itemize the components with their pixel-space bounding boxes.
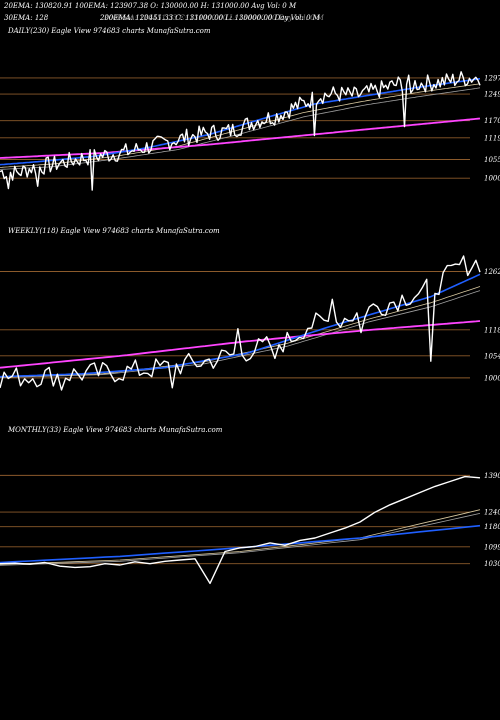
weekly-price-line <box>0 255 481 391</box>
daily-ema-long-line <box>0 117 481 159</box>
monthly-y-tick-label: 10300 <box>484 560 500 568</box>
monthly-y-tick-label: 12405 <box>484 509 500 517</box>
header-line-2c: 200EMA: 120451.33 C: 131000.00 L: 130000… <box>103 14 325 22</box>
monthly-price-line <box>0 475 481 585</box>
daily-y-tick-label: 11706 <box>484 117 500 125</box>
daily-y-tick-label: 11198 <box>484 134 500 142</box>
monthly-y-tick-label: 10990 <box>484 543 500 551</box>
weekly-y-tick-label: 10544 <box>484 352 500 360</box>
monthly-y-tick-label: 11808 <box>484 523 500 531</box>
daily-panel-title: DAILY(230) Eagle View 974683 charts Muna… <box>7 27 211 35</box>
header-line-2a: 30EMA: 128 <box>4 14 49 22</box>
weekly-ema-mid-b-line <box>0 290 481 378</box>
monthly-ema-mid-b-line <box>0 513 481 566</box>
weekly-ema-short-line <box>0 273 481 378</box>
weekly-panel-title: WEEKLY(118) Eagle View 974683 charts Mun… <box>8 227 220 235</box>
daily-y-tick-label: 10555 <box>484 156 500 164</box>
header-line-1: 20EMA: 130820.91 100EMA: 123907.38 O: 13… <box>3 2 297 10</box>
weekly-y-tick-label: 12620 <box>484 268 500 276</box>
daily-y-tick-label: 12496 <box>484 91 500 99</box>
daily-y-tick-label: 12975 <box>484 74 500 82</box>
monthly-y-tick-label: 13900 <box>484 472 500 480</box>
header-line-2b: 200EMA: 120451.33 C: 131000.00 L: 130000… <box>99 14 321 22</box>
monthly-panel: MONTHLY(33) Eagle View 974683 charts Mun… <box>0 426 500 585</box>
monthly-ema-mid-a-line <box>0 509 481 565</box>
monthly-panel-title: MONTHLY(33) Eagle View 974683 charts Mun… <box>7 426 223 434</box>
weekly-y-tick-label: 11183 <box>484 326 500 334</box>
daily-ema-short-line <box>0 77 481 166</box>
daily-panel: DAILY(230) Eagle View 974683 charts Muna… <box>0 27 500 191</box>
weekly-y-tick-label: 10000 <box>484 374 500 382</box>
daily-y-tick-label: 10000 <box>484 175 500 183</box>
daily-price-line <box>0 71 481 191</box>
weekly-panel: WEEKLY(118) Eagle View 974683 charts Mun… <box>0 227 500 391</box>
